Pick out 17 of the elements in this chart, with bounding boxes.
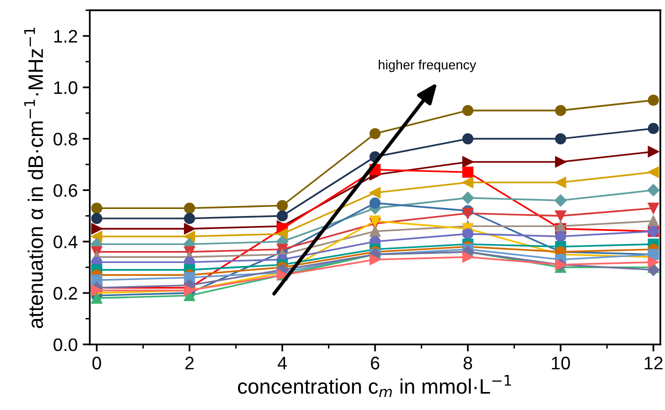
- y-tick-label: 1.0: [54, 81, 78, 94]
- x-tick-label: 2: [185, 356, 194, 370]
- x-tick-label: 10: [552, 356, 570, 370]
- x-tick-label: 12: [644, 356, 663, 370]
- x-tick-label: 8: [464, 356, 472, 370]
- x-axis-title: concentration c$_{m}$ in mmol·L$^{−1}$: [238, 375, 511, 398]
- y-tick-label: 0.2: [54, 286, 78, 300]
- y-tick-label: 0.8: [54, 132, 78, 146]
- y-axis-title: attenuation α in dB·cm$^{−1}$·MHz$^{−1}$: [24, 28, 44, 328]
- annotation: higher frequency: [378, 60, 476, 72]
- x-tick-label: 6: [370, 356, 380, 370]
- x-tick-label: 0: [92, 356, 102, 370]
- x-tick-label: 4: [278, 356, 287, 370]
- y-tick-label: 0.4: [54, 236, 78, 248]
- y-tick-label: 1.2: [54, 30, 78, 42]
- y-tick-label: 0.0: [54, 338, 78, 352]
- y-tick-label: 0.6: [54, 184, 78, 197]
